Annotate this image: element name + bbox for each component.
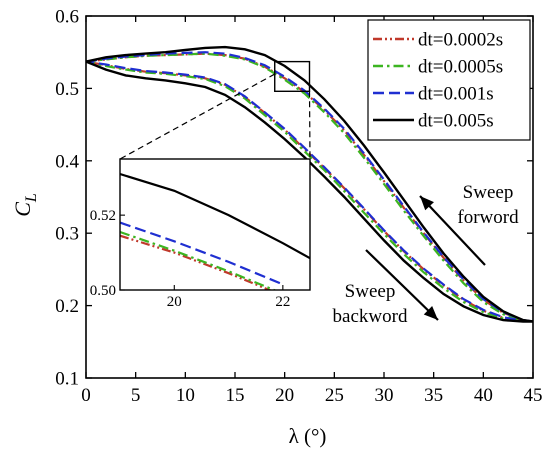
x-tick-label: 10 — [176, 385, 195, 406]
backward-annotation-line1: Sweep — [345, 281, 396, 302]
x-tick-label: 20 — [275, 385, 294, 406]
backward-annotation-line2: backword — [333, 306, 408, 327]
forward-annotation-line1: Sweep — [463, 182, 514, 203]
x-tick-label: 40 — [474, 385, 493, 406]
zoom-connector-right — [310, 91, 311, 159]
forward-annotation-line2: forword — [457, 207, 519, 228]
x-tick-label: 45 — [524, 385, 543, 406]
inset-y-tick-label: 0.52 — [90, 208, 116, 224]
legend-label: dt=0.005s — [418, 111, 494, 132]
x-tick-label: 25 — [325, 385, 344, 406]
legend: dt=0.0002s dt=0.0005s dt=0.001s dt=0.005s — [368, 20, 530, 140]
legend-label: dt=0.001s — [418, 84, 494, 105]
y-axis-label-main: C — [10, 202, 35, 217]
y-axis-label: CL — [10, 193, 40, 217]
inset-x-tick-label: 20 — [167, 294, 182, 310]
y-tick-label: 0.6 — [55, 7, 79, 28]
y-tick-label: 0.2 — [55, 296, 79, 317]
legend-label: dt=0.0002s — [418, 30, 503, 51]
inset-y-tick-label: 0.50 — [90, 283, 116, 299]
zoom-connector-left — [120, 74, 275, 159]
x-axis-label: λ (°) — [289, 424, 327, 448]
y-tick-label: 0.5 — [55, 79, 79, 100]
x-tick-label: 30 — [375, 385, 394, 406]
x-tick-label: 0 — [81, 385, 91, 406]
y-tick-label: 0.1 — [55, 369, 79, 390]
y-axis-label-sub: L — [23, 193, 40, 203]
inset-plot: 20 22 0.50 0.52 — [90, 159, 310, 310]
inset-x-tick-label: 22 — [275, 294, 290, 310]
x-tick-label: 5 — [131, 385, 141, 406]
inset-background — [120, 159, 310, 290]
x-tick-label: 15 — [226, 385, 245, 406]
y-tick-label: 0.3 — [55, 224, 79, 245]
legend-label: dt=0.0005s — [418, 57, 503, 78]
x-tick-label: 35 — [424, 385, 443, 406]
y-tick-label: 0.4 — [55, 151, 79, 172]
